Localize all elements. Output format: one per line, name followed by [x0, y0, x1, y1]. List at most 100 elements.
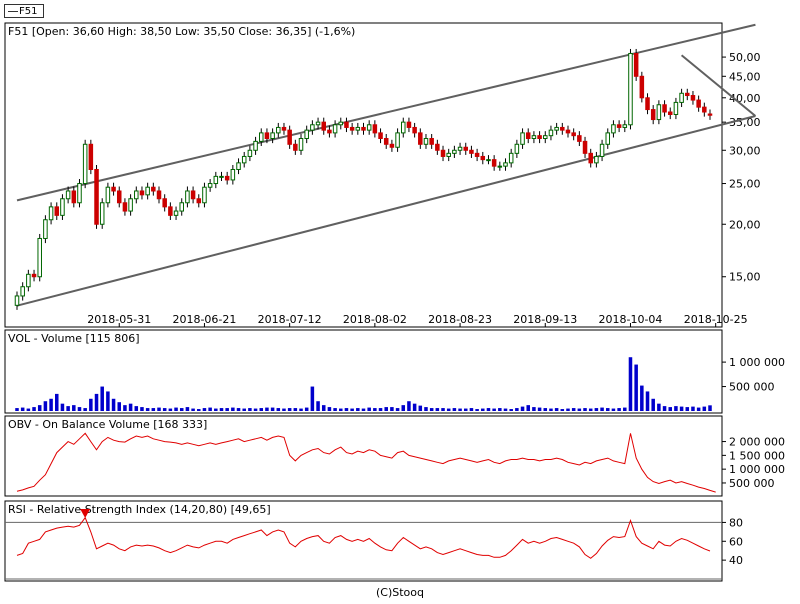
- candle-down: [577, 135, 582, 142]
- volume-bar: [486, 408, 491, 411]
- volume-bar: [623, 407, 627, 411]
- candle-up: [236, 162, 241, 170]
- volume-bar: [179, 408, 184, 411]
- volume-bar: [350, 408, 354, 411]
- candle-down: [71, 190, 77, 204]
- candle-up: [548, 129, 554, 137]
- candle-down: [667, 111, 673, 115]
- candle-down: [88, 143, 94, 170]
- candle-down: [474, 152, 480, 157]
- candle-down: [372, 124, 378, 134]
- candle-down: [662, 104, 667, 113]
- candle-up: [105, 186, 111, 204]
- candle-up: [185, 190, 190, 204]
- volume-bar: [662, 406, 667, 411]
- candle-down: [582, 140, 588, 154]
- volume-bar: [100, 386, 104, 411]
- candle-down: [702, 106, 707, 113]
- volume-bar: [20, 407, 25, 411]
- candle-down: [469, 149, 474, 154]
- candle-up: [20, 286, 25, 297]
- candle-down: [696, 99, 701, 108]
- volume-bar: [191, 408, 195, 411]
- volume-bar: [94, 393, 99, 411]
- volume-bar: [696, 407, 701, 411]
- channel-line: [16, 115, 756, 307]
- volume-bar: [339, 408, 343, 411]
- candle-up: [622, 124, 628, 128]
- volume-bar: [469, 408, 474, 411]
- price-title: F51 [Open: 36,60 High: 38,50 Low: 35,50 …: [8, 25, 355, 38]
- candle-up: [253, 140, 258, 151]
- candle-up: [60, 198, 65, 216]
- rsi-overbought-marker: [80, 509, 91, 518]
- candle-down: [412, 126, 417, 134]
- volume-bar: [106, 391, 110, 411]
- candle-up: [270, 132, 275, 140]
- candle-up: [656, 104, 662, 121]
- obv-y-label: 1 000 000: [729, 463, 785, 476]
- obv-y-label: 1 500 000: [729, 449, 785, 462]
- volume-y-label: 500 000: [729, 381, 775, 394]
- candle-up: [310, 124, 315, 131]
- candle-down: [264, 132, 270, 140]
- volume-bar: [532, 407, 536, 411]
- candle-down: [162, 198, 167, 208]
- candle-up: [673, 101, 679, 115]
- candle-up: [298, 138, 304, 151]
- candle-down: [429, 138, 434, 145]
- volume-bar: [168, 408, 173, 411]
- candle-up: [276, 126, 281, 134]
- volume-bar: [333, 408, 337, 411]
- volume-bar: [515, 408, 519, 411]
- volume-bar: [617, 408, 621, 411]
- candle-down: [349, 126, 355, 131]
- rsi-title: RSI - Relative Strength Index (14,20,80)…: [8, 503, 271, 516]
- volume-bar: [441, 408, 445, 411]
- volume-bar: [492, 408, 496, 411]
- legend-label: F51: [19, 6, 38, 17]
- candle-up: [241, 155, 247, 164]
- candle-up: [628, 52, 633, 126]
- volume-bar: [458, 408, 462, 411]
- volume-bar: [299, 408, 303, 411]
- candle-down: [293, 143, 298, 151]
- volume-bar: [537, 407, 542, 411]
- candle-up: [531, 135, 537, 140]
- volume-bar: [503, 408, 508, 411]
- candle-down: [537, 135, 542, 140]
- volume-bar: [140, 407, 144, 411]
- volume-bar: [651, 398, 655, 411]
- candle-down: [168, 206, 173, 216]
- candle-down: [139, 190, 145, 196]
- candle-down: [491, 159, 497, 167]
- candle-down: [633, 52, 639, 77]
- candle-up: [77, 183, 82, 204]
- candle-up: [554, 126, 559, 131]
- volume-bar: [253, 408, 258, 411]
- candle-up: [594, 155, 599, 164]
- candle-up: [520, 132, 525, 145]
- volume-bar: [498, 408, 502, 411]
- series-legend: F51: [4, 4, 44, 18]
- rsi-line: [16, 516, 711, 559]
- candle-up: [82, 143, 88, 185]
- volume-bar: [321, 405, 326, 411]
- volume-bar: [566, 408, 570, 411]
- volume-bar: [43, 401, 48, 411]
- candle-up: [452, 149, 457, 154]
- volume-bar: [117, 402, 122, 411]
- candle-up: [134, 190, 139, 200]
- candle-down: [650, 109, 656, 121]
- volume-bar: [395, 408, 400, 411]
- volume-bar: [174, 407, 178, 411]
- candle-up: [37, 237, 42, 278]
- candle-down: [151, 186, 156, 192]
- volume-bar: [600, 407, 604, 411]
- candle-up: [599, 143, 605, 157]
- candle-up: [258, 132, 264, 142]
- volume-bar: [407, 401, 411, 411]
- volume-bar: [418, 405, 423, 411]
- candle-up: [219, 175, 224, 178]
- volume-bar: [452, 408, 457, 411]
